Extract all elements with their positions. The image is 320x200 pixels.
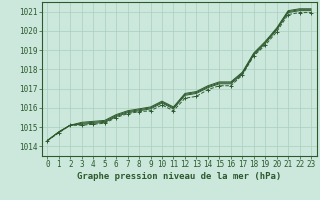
X-axis label: Graphe pression niveau de la mer (hPa): Graphe pression niveau de la mer (hPa) <box>77 172 281 181</box>
